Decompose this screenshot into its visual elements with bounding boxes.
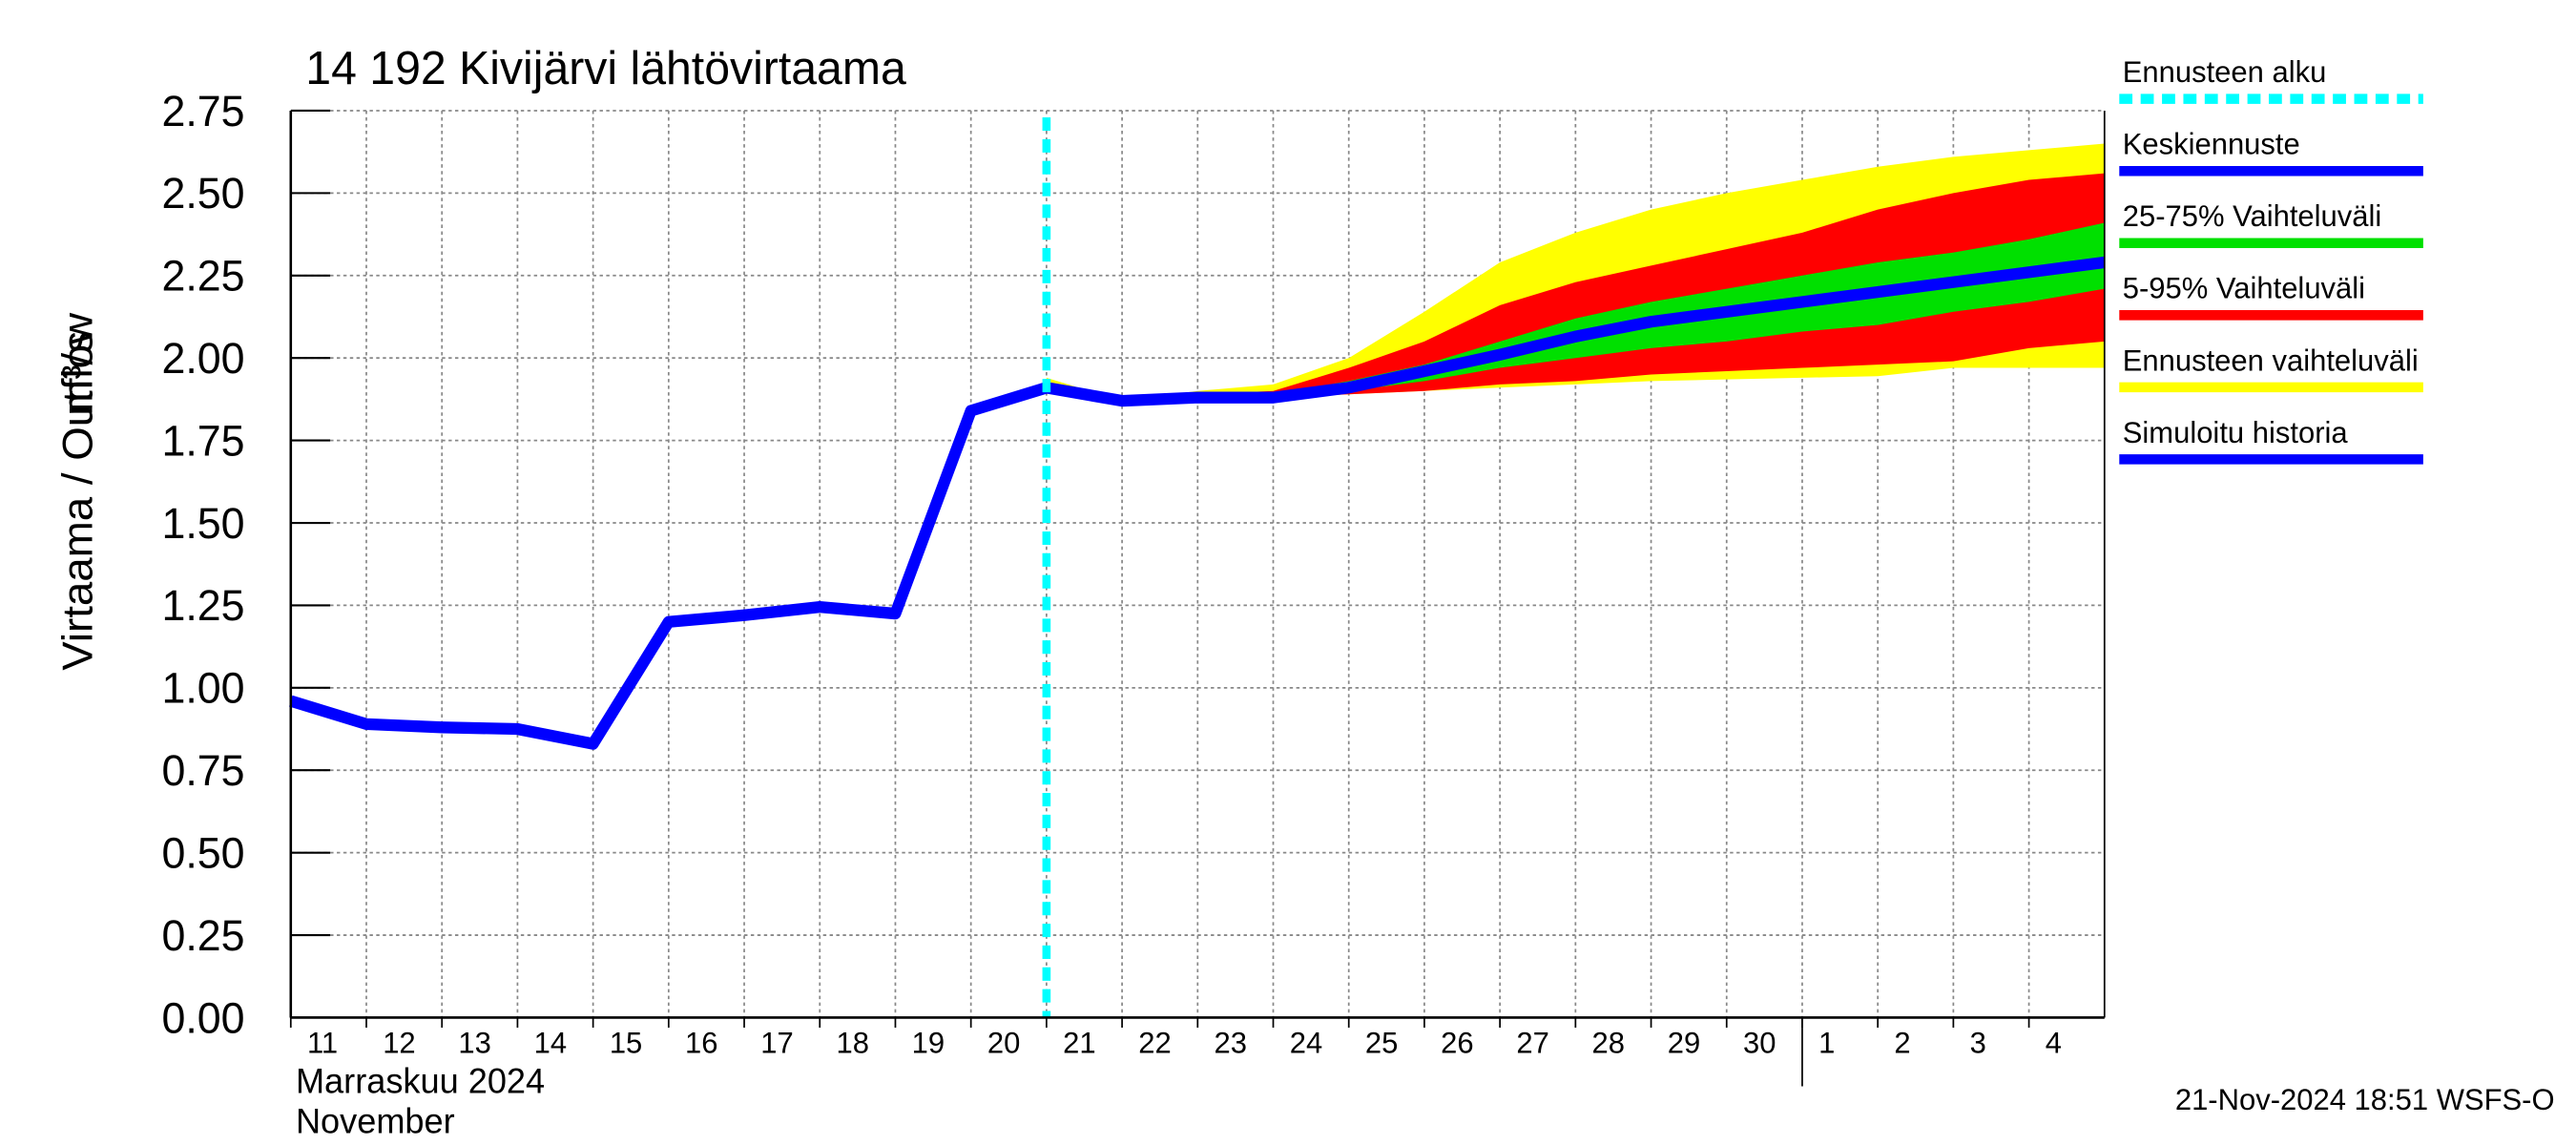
plot-area: 0.00 0.25 0.50 0.75 1.00 1.25 1.50 1.75 2.00 2.25… [161,86,2106,1059]
x-tick-label: 30 [1743,1026,1776,1059]
series-line [289,382,1049,750]
x-tick-label: 3 [1970,1026,1986,1059]
legend-label: 5-95% Vaihteluväli [2123,271,2365,304]
x-tick-label: 12 [383,1026,415,1059]
y-axis-unit: m³/s [53,331,101,416]
x-tick-label: 21 [1063,1026,1095,1059]
chart-title: 14 192 Kivijärvi lähtövirtaama [305,42,906,94]
legend-label: Keskiennuste [2123,127,2300,160]
x-tick-label: 13 [458,1026,490,1059]
legend-label: Ennusteen vaihteluväli [2123,344,2419,377]
y-tick-label: 0.75 [161,746,244,796]
x-tick-label: 27 [1516,1026,1548,1059]
y-tick-label: 1.25 [161,581,244,631]
y-tick-label: 0.25 [161,910,244,960]
y-tick-label: 2.25 [161,251,244,301]
series-line [1045,256,2106,407]
x-tick-label: 14 [534,1026,567,1059]
legend-label: Ennusteen alku [2123,55,2327,89]
x-tick-label: 17 [760,1026,793,1059]
x-tick-label: 16 [685,1026,717,1059]
y-tick-label: 2.00 [161,334,244,384]
x-tick-label: 28 [1592,1026,1625,1059]
x-tick-label: 15 [610,1026,642,1059]
x-tick-label: 11 [307,1026,338,1059]
x-tick-label: 26 [1441,1026,1473,1059]
x-tick-label: 29 [1668,1026,1700,1059]
x-axis-label: Marraskuu 2024 [296,1061,545,1100]
y-tick-label: 1.50 [161,498,244,548]
y-axis-label: Virtaama / Outflow [53,313,101,671]
y-tick-label: 2.50 [161,169,244,219]
x-axis-label: November [296,1101,455,1140]
x-tick-label: 23 [1215,1026,1247,1059]
x-tick-label: 24 [1290,1026,1322,1059]
band-area [1046,173,2105,402]
y-tick-label: 1.75 [161,416,244,466]
x-tick-label: 22 [1138,1026,1171,1059]
x-tick-label: 20 [987,1026,1020,1059]
band-area [1046,222,2105,402]
x-tick-label: 1 [1818,1026,1835,1059]
footer: 21-Nov-2024 18:51 WSFS-O [2175,1083,2555,1116]
x-tick-label: 4 [2046,1026,2062,1059]
y-tick-label: 0.00 [161,993,244,1043]
legend: Ennusteen alku Keskiennuste 25-75% Vaihtel… [2119,55,2423,465]
y-tick-label: 0.50 [161,828,244,878]
y-tick-label: 1.00 [161,663,244,713]
x-tick-label: 2 [1894,1026,1910,1059]
x-tick-label: 25 [1365,1026,1398,1059]
y-tick-label: 2.75 [161,86,244,135]
x-tick-label: 19 [912,1026,945,1059]
legend-label: Simuloitu historia [2123,416,2348,449]
x-tick-label: 18 [836,1026,868,1059]
legend-label: 25-75% Vaihteluväli [2123,199,2382,233]
